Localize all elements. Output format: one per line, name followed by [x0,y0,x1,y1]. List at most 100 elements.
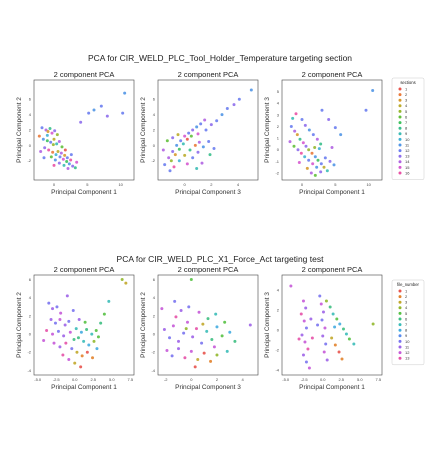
legend-label: 1 [405,86,408,91]
scatter-point [295,133,299,137]
scatter-point [322,350,326,354]
x-tick-label: 4 [237,182,240,187]
scatter-point [201,145,205,149]
scatter-point [65,156,69,160]
scatter-point [181,142,185,146]
legend-marker [398,339,402,343]
legend-marker [398,295,402,299]
scatter-point [69,158,73,162]
x-tick-label: 2.5 [90,377,96,382]
scatter-point [300,118,304,122]
x-tick-label: 10 [118,182,123,187]
x-tick-label: 10 [366,182,371,187]
scatter-point [220,334,224,338]
scatter-point [55,133,59,137]
scatter-point [177,147,181,151]
legend-label: 11 [405,142,410,147]
scatter-point [325,358,329,362]
scatter-point [65,160,69,164]
scatter-point [79,120,83,124]
scatter-point [313,173,317,177]
scatter-point [313,145,317,149]
x-axis-label: Principal Component 1 [299,189,365,196]
scatter-point [55,305,59,309]
y-tick-label: 1 [277,136,280,141]
scatter-point [94,328,98,332]
scatter-point [206,317,210,321]
scatter-point [237,97,241,101]
scatter-point [289,125,293,129]
legend-marker [398,356,402,360]
y-tick-label: -2 [27,158,31,163]
scatter-point [320,318,324,322]
y-axis-label: Principal Component 2 [140,97,147,163]
scatter-point [179,139,183,143]
scatter-point [297,161,301,165]
scatter-point [316,158,320,162]
legend-label: 7 [405,120,408,125]
scatter-point [327,118,331,122]
scatter-point [328,159,332,163]
scatter-point [51,143,55,147]
legend-label: 9 [405,131,408,136]
x-tick-label: 2 [210,182,213,187]
scatter-point [297,337,301,341]
scatter-point [61,157,65,161]
scatter-point [169,159,173,163]
scatter-point [165,139,169,143]
scatter-point [99,321,103,325]
scatter-point [124,281,128,285]
scatter-point [185,137,189,141]
scatter-point [52,341,56,345]
scatter-point [177,347,181,351]
scatter-point [307,158,311,162]
scatter-point [315,137,319,141]
y-tick-label: -2 [151,350,155,355]
legend-label: 10 [405,339,410,344]
scatter-point [332,163,336,167]
scatter-point [304,306,308,310]
scatter-point [42,156,46,160]
scatter-point [172,165,176,169]
y-tick-label: 2 [29,313,32,318]
scatter-point [233,339,237,343]
x-tick-label: 0 [190,377,193,382]
scatter-point [195,125,199,129]
scatter-point [177,159,181,163]
x-axis-label: Principal Component 3 [175,384,241,391]
y-tick-label: 6 [153,277,156,282]
scatter-point [102,312,106,316]
scatter-point [207,140,211,144]
x-tick-label: 7.5 [376,377,382,382]
scatter-point [292,144,296,148]
x-tick-label: 0.0 [320,377,326,382]
scatter-point [330,145,334,149]
scatter-point [72,338,76,342]
scatter-point [321,334,325,338]
legend-marker [398,143,402,147]
scatter-point [201,322,205,326]
scatter-point [315,165,319,169]
scatter-point [73,166,77,170]
scatter-point [200,161,204,165]
scatter-point [105,114,109,118]
scatter-point [43,146,47,150]
scatter-point [322,165,326,169]
scatter-point [298,137,302,141]
x-tick-label: 5.0 [109,377,115,382]
scatter-point [333,126,337,130]
legend-label: 14 [405,159,410,164]
scatter-point [74,327,78,331]
scatter-point [171,136,175,140]
scatter-point [323,156,327,160]
legend-label: 7 [405,322,408,327]
scatter-point [311,133,315,137]
scatter-point [300,333,304,337]
scatter-point [41,137,45,141]
legend-marker [398,306,402,310]
scatter-point [161,148,165,152]
y-tick-label: 6 [153,97,156,102]
scatter-point [197,140,201,144]
